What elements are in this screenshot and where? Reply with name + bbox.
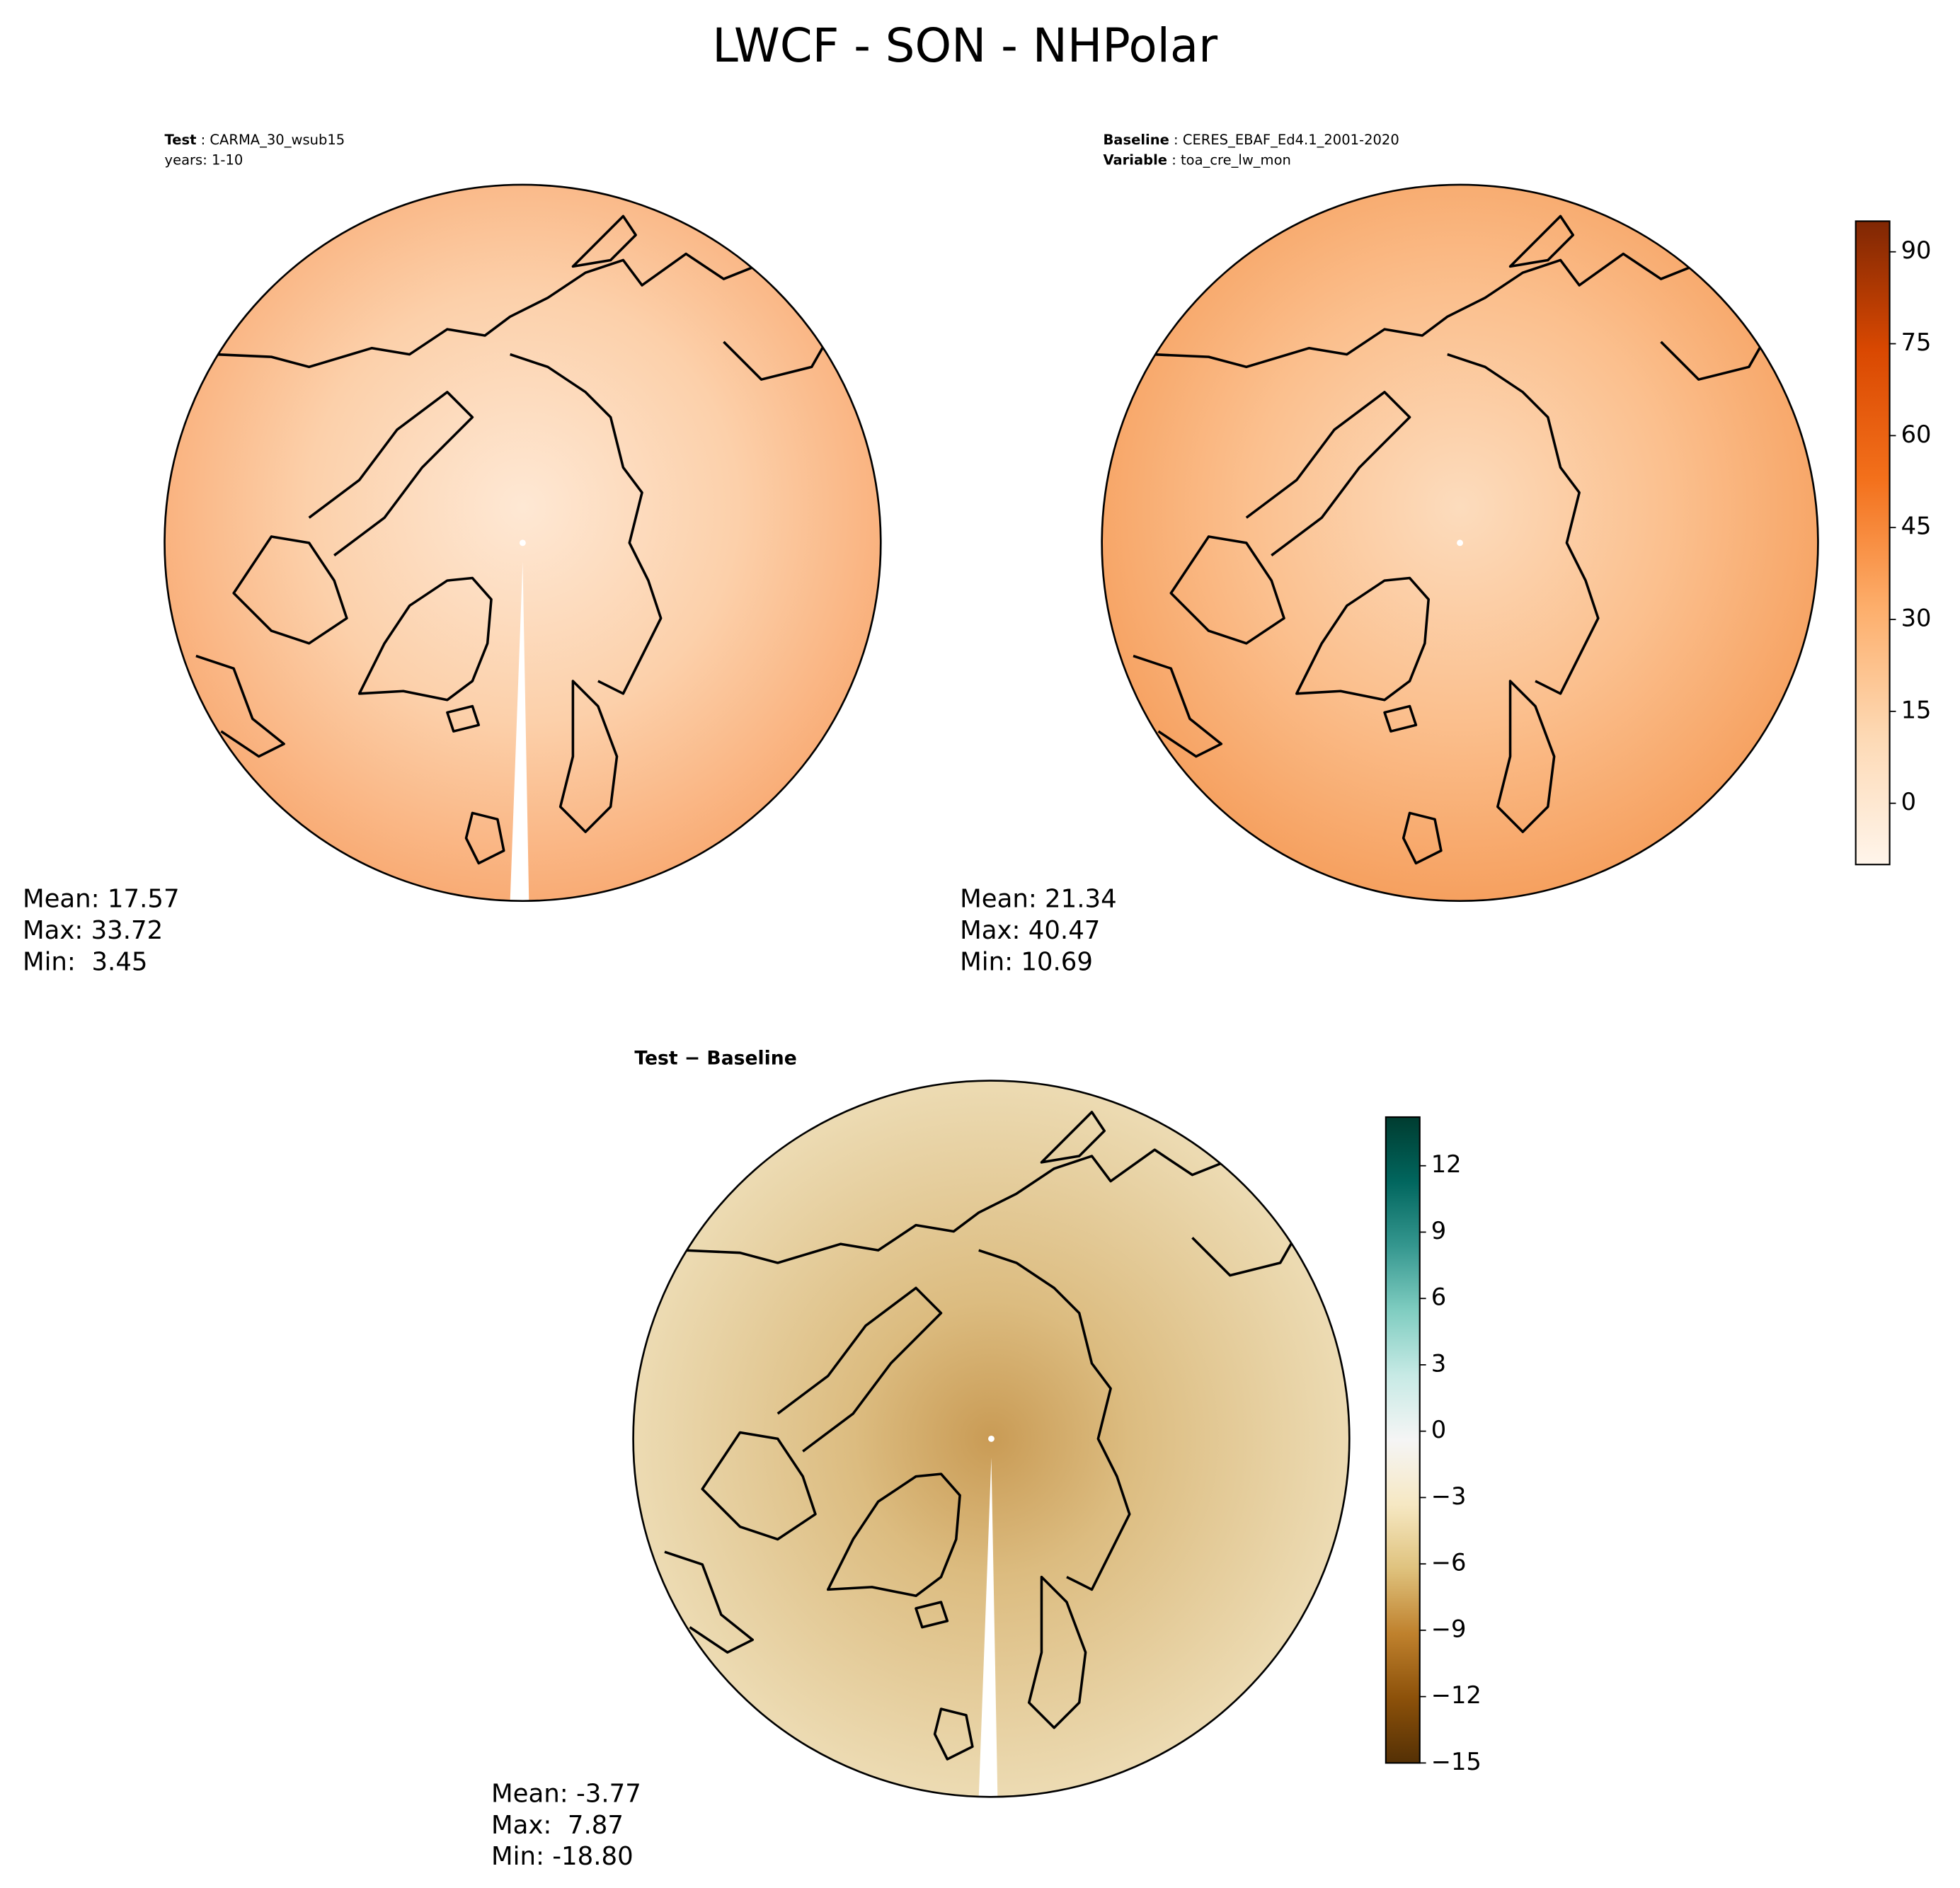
missing-slit — [978, 1458, 998, 1797]
figure-title: LWCF - SON - NHPolar — [712, 19, 1217, 73]
colorbar-tick-label: 90 — [1901, 236, 1932, 264]
stat-line: Mean: -3.77 — [491, 1779, 641, 1808]
colorbar-tick-label: 30 — [1901, 605, 1932, 632]
header-label: Baseline — [1103, 132, 1169, 148]
colorbar-tick-label: 45 — [1901, 513, 1932, 540]
stat-line: Mean: 17.57 — [23, 885, 180, 914]
colorbar-tick-label: −6 — [1431, 1549, 1467, 1577]
stat-line: Max: 33.72 — [23, 916, 163, 945]
colorbar-tick-label: 9 — [1431, 1217, 1446, 1245]
pole-dot — [519, 539, 526, 547]
panel-header: Baseline : CERES_EBAF_Ed4.1_2001-2020 — [1103, 132, 1399, 148]
header-text: : toa_cre_lw_mon — [1167, 152, 1291, 168]
map-border — [632, 1080, 1351, 1798]
panel-header: Test : CARMA_30_wsub15 — [165, 132, 345, 148]
colorbar-tick-label: 60 — [1901, 420, 1932, 448]
header-label: Test − Baseline — [634, 1047, 796, 1069]
panel-header: years: 1-10 — [165, 152, 243, 168]
colorbar-tick-label: 75 — [1901, 328, 1932, 356]
missing-slit — [510, 561, 529, 901]
colorbar-tick-label: −15 — [1431, 1748, 1482, 1775]
colorbar-tick-label: −3 — [1431, 1482, 1467, 1510]
stat-line: Mean: 21.34 — [960, 885, 1117, 914]
stat-line: Max: 7.87 — [491, 1811, 624, 1840]
pole-dot — [988, 1435, 995, 1442]
colorbar-tick-label: −12 — [1431, 1681, 1482, 1709]
colorbar — [1855, 220, 1891, 866]
map-border — [1101, 183, 1819, 903]
polar-map — [632, 1080, 1351, 1798]
header-text: : CARMA_30_wsub15 — [196, 132, 345, 148]
header-label: Variable — [1103, 152, 1167, 168]
header-text: : CERES_EBAF_Ed4.1_2001-2020 — [1169, 132, 1399, 148]
stat-line: Min: 10.69 — [960, 947, 1093, 976]
colorbar-tick-label: 12 — [1431, 1150, 1462, 1178]
polar-map — [1101, 183, 1819, 903]
colorbar-tick-label: 3 — [1431, 1349, 1446, 1377]
panel-header: Variable : toa_cre_lw_mon — [1103, 152, 1290, 168]
polar-map — [164, 183, 882, 903]
panel-header: Test − Baseline — [634, 1047, 796, 1069]
stat-line: Min: 3.45 — [23, 947, 148, 976]
map-border — [164, 183, 882, 903]
stat-line: Min: -18.80 — [491, 1842, 634, 1871]
header-label: Test — [165, 132, 197, 148]
pole-dot — [1457, 539, 1463, 547]
colorbar-tick-label: 0 — [1431, 1416, 1446, 1443]
colorbar — [1385, 1116, 1421, 1764]
colorbar-tick-label: −9 — [1431, 1615, 1467, 1642]
stat-line: Max: 40.47 — [960, 916, 1100, 945]
header-text: years: 1-10 — [165, 152, 243, 168]
colorbar-tick-label: 6 — [1431, 1283, 1446, 1311]
colorbar-tick-label: 0 — [1901, 788, 1916, 816]
colorbar-tick-label: 15 — [1901, 696, 1932, 723]
